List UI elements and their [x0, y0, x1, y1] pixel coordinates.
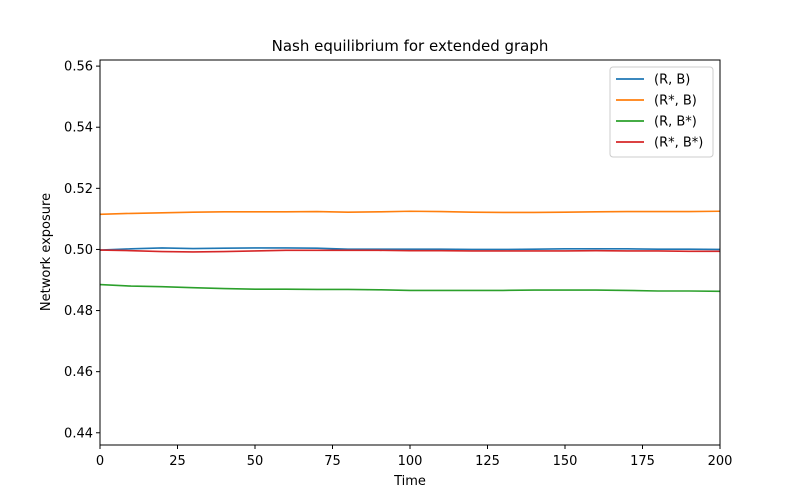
y-tick-label: 0.56	[64, 60, 93, 75]
x-axis-ticks: 0 25 50 75 100 125 150 175 200	[96, 445, 733, 469]
legend-label-1: (R, B)	[654, 73, 690, 88]
series-line-1	[99, 247, 721, 251]
x-tick-label: 0	[96, 454, 104, 469]
x-tick-label: 100	[398, 454, 423, 469]
y-tick-label: 0.50	[64, 243, 93, 258]
y-tick-label: 0.46	[64, 365, 93, 380]
y-axis-label: Network exposure	[39, 193, 54, 311]
legend: (R, B) (R*, B) (R, B*) (R*, B*)	[609, 66, 714, 158]
x-tick-label: 125	[475, 454, 500, 469]
legend-box	[609, 66, 714, 158]
legend-label-4: (R*, B*)	[654, 136, 703, 151]
x-tick-label: 200	[708, 454, 733, 469]
series-line-2	[99, 210, 721, 216]
x-tick-label: 75	[324, 454, 341, 469]
series-line-4	[99, 249, 720, 253]
series-group	[99, 210, 721, 293]
y-tick-label: 0.54	[64, 121, 93, 136]
x-tick-label: 150	[553, 454, 578, 469]
x-tick-label: 50	[247, 454, 264, 469]
y-tick-label: 0.52	[64, 182, 93, 197]
chart-title: Nash equilibrium for extended graph	[272, 37, 549, 55]
y-axis-ticks: 0.44 0.46 0.48 0.50 0.52 0.54 0.56	[64, 60, 100, 441]
y-tick-label: 0.48	[64, 304, 93, 319]
legend-label-2: (R*, B)	[654, 94, 697, 109]
x-tick-label: 175	[630, 454, 655, 469]
legend-label-3: (R, B*)	[654, 115, 697, 130]
series-line-3	[99, 283, 721, 293]
x-tick-label: 25	[169, 454, 186, 469]
y-tick-label: 0.44	[64, 426, 93, 441]
x-axis-label: Time	[393, 474, 426, 489]
